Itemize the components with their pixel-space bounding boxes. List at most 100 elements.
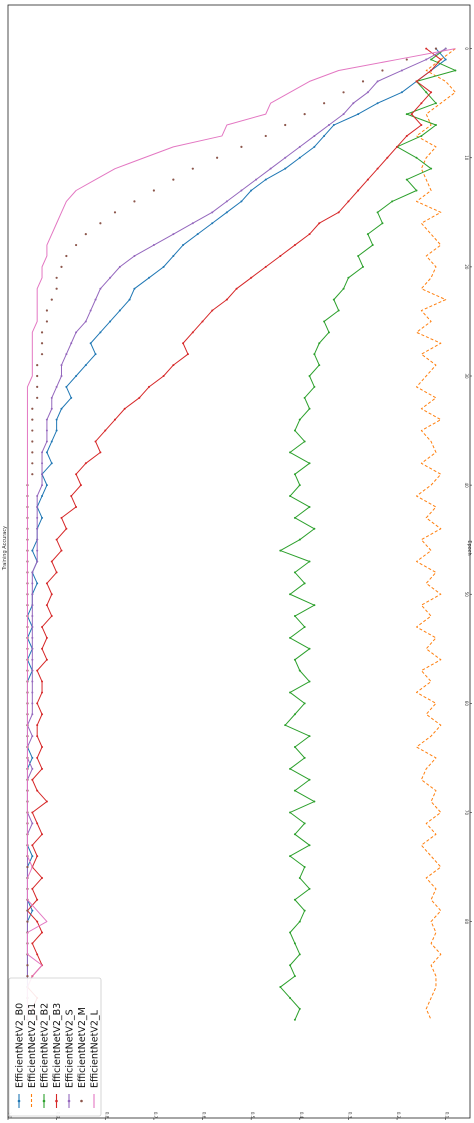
series-lines [26, 47, 457, 1021]
data-point-efficientnetv2-b3 [201, 320, 204, 323]
legend-label-efficientnetv2-b2: EfficientNetV2_B2 [40, 1003, 51, 1088]
data-point-efficientnetv2-m [434, 47, 438, 50]
data-point-efficientnetv2-b2 [371, 244, 374, 247]
data-point-efficientnetv2-b3 [36, 789, 39, 792]
data-point-efficientnetv2-b3 [162, 375, 165, 377]
data-point-efficientnetv2-b2 [308, 375, 311, 377]
legend-marker-efficientnetv2-b3 [55, 1099, 58, 1103]
data-point-efficientnetv2-b2 [289, 451, 292, 454]
data-point-efficientnetv2-b3 [31, 811, 34, 814]
data-point-efficientnetv2-m [45, 309, 49, 312]
data-point-efficientnetv2-b2 [362, 265, 365, 268]
data-point-efficientnetv2-b0 [148, 276, 151, 279]
data-point-efficientnetv2-m [36, 374, 39, 378]
data-point-efficientnetv2-b0 [45, 484, 48, 487]
data-point-efficientnetv2-b3 [36, 953, 39, 956]
data-point-efficientnetv2-b2 [308, 735, 311, 738]
data-point-efficientnetv2-b0 [60, 407, 63, 410]
data-point-efficientnetv2-m [323, 102, 326, 105]
data-point-efficientnetv2-b0 [89, 342, 92, 345]
data-point-efficientnetv2-s [41, 473, 44, 476]
data-point-efficientnetv2-b3 [41, 625, 44, 628]
data-point-efficientnetv2-b0 [162, 265, 165, 268]
x-tick-label: 40 [464, 483, 469, 489]
data-point-efficientnetv2-b2 [313, 353, 316, 356]
data-point-efficientnetv2-m [133, 200, 136, 203]
data-point-efficientnetv2-b0 [99, 331, 102, 334]
data-point-efficientnetv2-b3 [84, 462, 87, 465]
data-point-efficientnetv2-b2 [405, 113, 408, 116]
data-point-efficientnetv2-b3 [293, 244, 296, 247]
data-point-efficientnetv2-s [36, 516, 39, 519]
data-point-efficientnetv2-m [45, 320, 49, 323]
data-point-efficientnetv2-b2 [293, 571, 296, 574]
data-point-efficientnetv2-b2 [289, 691, 292, 694]
data-point-efficientnetv2-b3 [55, 538, 58, 541]
data-point-efficientnetv2-s [31, 658, 34, 661]
data-point-efficientnetv2-b3 [410, 113, 413, 116]
data-point-efficientnetv2-b2 [293, 898, 296, 901]
series-line-efficientnetv2-b1 [416, 48, 456, 1020]
data-point-efficientnetv2-s [255, 178, 258, 181]
data-point-efficientnetv2-s [269, 167, 272, 170]
data-point-efficientnetv2-b3 [45, 636, 48, 639]
y-tick-label: 0.1 [445, 1112, 450, 1119]
data-point-efficientnetv2-b3 [123, 407, 126, 410]
data-point-efficientnetv2-b2 [313, 385, 316, 388]
data-point-efficientnetv2-s [89, 309, 92, 312]
plot-frame [7, 4, 471, 1119]
data-point-efficientnetv2-m [172, 178, 175, 181]
x-tick-label: 30 [464, 373, 469, 379]
series-efficientnetv2-l [26, 48, 456, 1020]
data-point-efficientnetv2-b3 [36, 920, 39, 923]
data-point-efficientnetv2-m [113, 211, 117, 214]
data-point-efficientnetv2-b3 [250, 276, 253, 279]
data-point-efficientnetv2-b3 [50, 615, 53, 618]
data-point-efficientnetv2-b3 [75, 505, 78, 508]
data-point-efficientnetv2-b0 [55, 429, 58, 432]
data-point-efficientnetv2-b2 [425, 91, 428, 94]
data-point-efficientnetv2-b3 [36, 822, 39, 825]
data-point-efficientnetv2-b0 [250, 189, 253, 192]
x-axis-label: Epoch [466, 540, 472, 555]
x-tick-label: 20 [464, 264, 469, 270]
data-point-efficientnetv2-b0 [31, 855, 34, 858]
data-point-efficientnetv2-s [31, 604, 34, 607]
data-point-efficientnetv2-s [31, 767, 34, 770]
data-point-efficientnetv2-s [45, 440, 48, 443]
data-point-efficientnetv2-b3 [308, 233, 311, 236]
data-point-efficientnetv2-s [118, 265, 121, 268]
data-point-efficientnetv2-b3 [405, 134, 408, 137]
data-point-efficientnetv2-s [41, 484, 44, 487]
data-point-efficientnetv2-b2 [289, 593, 292, 596]
data-point-efficientnetv2-s [298, 145, 301, 148]
data-point-efficientnetv2-b2 [293, 615, 296, 618]
data-point-efficientnetv2-s [366, 91, 369, 94]
data-point-efficientnetv2-b2 [298, 418, 301, 421]
data-point-efficientnetv2-b2 [308, 844, 311, 847]
data-point-efficientnetv2-b3 [396, 145, 399, 148]
data-point-efficientnetv2-b0 [323, 134, 326, 137]
data-point-efficientnetv2-s [31, 680, 34, 683]
legend-label-efficientnetv2-l: EfficientNetV2_L [90, 1009, 101, 1088]
data-point-efficientnetv2-m [191, 167, 194, 170]
data-point-efficientnetv2-b3 [65, 527, 68, 530]
data-point-efficientnetv2-s [31, 636, 34, 639]
data-point-efficientnetv2-b3 [45, 604, 48, 607]
data-point-efficientnetv2-b2 [313, 800, 316, 803]
data-point-efficientnetv2-b3 [415, 80, 418, 83]
data-point-efficientnetv2-b0 [50, 462, 53, 465]
data-point-efficientnetv2-b2 [293, 833, 296, 836]
data-point-efficientnetv2-m [342, 91, 345, 94]
legend-box [8, 977, 102, 1117]
data-point-efficientnetv2-b0 [75, 375, 78, 377]
data-point-efficientnetv2-b2 [293, 429, 296, 432]
data-point-efficientnetv2-b2 [415, 156, 418, 159]
data-point-efficientnetv2-s [94, 298, 97, 301]
y-axis-label: Training Accuracy [2, 526, 8, 571]
data-point-efficientnetv2-b3 [45, 582, 48, 585]
data-point-efficientnetv2-m [216, 156, 219, 159]
data-point-efficientnetv2-b2 [308, 505, 311, 508]
data-point-efficientnetv2-s [65, 353, 68, 356]
data-point-efficientnetv2-b0 [94, 353, 97, 356]
